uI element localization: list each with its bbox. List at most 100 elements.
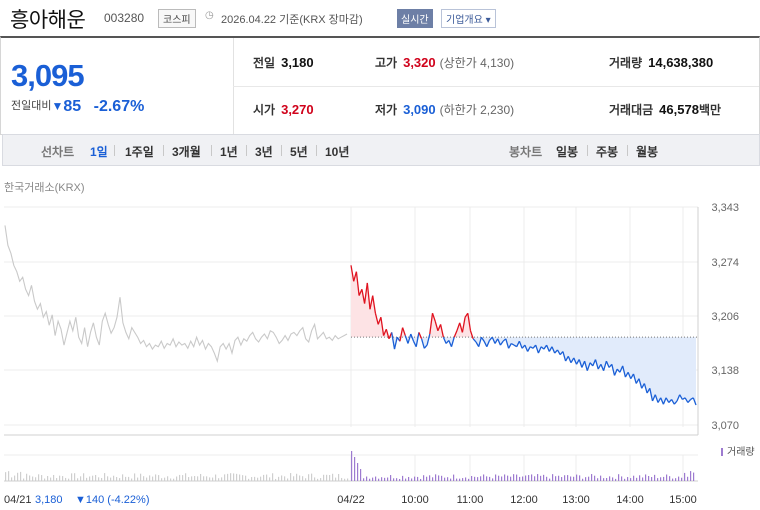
prev-volume-bar	[152, 476, 154, 481]
today-volume-bar	[495, 474, 497, 481]
today-line-segment	[442, 336, 447, 344]
prev-volume-bar	[59, 475, 61, 481]
today-volume-bar	[693, 472, 695, 481]
prev-volume-bar	[263, 474, 265, 481]
today-line-segment	[602, 360, 608, 371]
today-line-segment	[613, 368, 618, 376]
prev-volume-bar	[56, 478, 58, 481]
prev-volume-bar	[233, 473, 235, 481]
prev-volume-bar	[332, 473, 334, 481]
prev-volume-bar	[128, 476, 130, 481]
tab-monthly[interactable]: 월봉	[636, 145, 659, 159]
low-cell: 저가 3,090 (하한가 2,230)	[375, 102, 515, 117]
today-volume-bar	[663, 476, 665, 481]
today-line-segment	[556, 349, 561, 356]
today-volume-bar	[387, 477, 389, 481]
tab-5y[interactable]: 5년	[290, 145, 308, 159]
today-volume-bar	[417, 476, 419, 481]
prev-volume-bar	[173, 478, 175, 481]
today-volume-bar	[378, 478, 380, 481]
x-tick-label: 15:00	[669, 494, 697, 506]
today-volume-bar	[684, 472, 686, 481]
today-line-segment	[420, 338, 425, 349]
prev-volume-bar	[170, 478, 172, 481]
realtime-button[interactable]: 실시간	[397, 9, 433, 28]
today-volume-bar	[639, 475, 641, 481]
prev-volume-bar	[95, 474, 97, 481]
today-volume-bar	[444, 477, 446, 481]
today-volume-bar	[642, 477, 644, 481]
today-line-segment	[410, 333, 415, 342]
today-line-segment	[393, 337, 398, 350]
prev-volume-bar	[284, 476, 286, 481]
today-line-segment	[611, 364, 616, 376]
tab-1d[interactable]: 1일	[90, 145, 108, 159]
today-line-segment	[676, 394, 681, 402]
today-line-segment	[632, 373, 637, 384]
tab-3y[interactable]: 3년	[255, 145, 273, 159]
today-volume-bar	[585, 477, 587, 481]
volume-legend-label: 거래량	[727, 446, 755, 458]
change-percent: -2.67%	[93, 98, 145, 115]
today-volume-bar	[498, 475, 500, 481]
today-line-segment	[583, 360, 588, 371]
prev-volume-bar	[38, 474, 40, 481]
tab-1y[interactable]: 1년	[220, 145, 238, 159]
today-line-segment	[450, 337, 455, 347]
tab-1w[interactable]: 1주일	[125, 145, 154, 159]
prev-volume-bar	[107, 476, 109, 481]
tab-3m[interactable]: 3개월	[172, 145, 201, 159]
prev-volume-bar	[20, 471, 22, 481]
prev-volume-bar	[188, 477, 190, 481]
today-volume-bar	[369, 478, 371, 481]
today-volume-bar	[573, 476, 575, 481]
today-volume-bar	[480, 476, 482, 481]
today-volume-bar	[432, 477, 434, 481]
today-volume-bar	[681, 477, 683, 481]
today-volume-bar	[504, 474, 506, 481]
tab-daily[interactable]: 일봉	[556, 145, 579, 159]
today-line-segment	[467, 313, 472, 331]
prev-volume-bar	[296, 473, 298, 481]
tab-10y[interactable]: 10년	[325, 145, 350, 159]
today-line-segment	[358, 288, 363, 296]
chart-tab-bar: 선차트 1일 1주일 3개월 1년 3년 5년 10년 봉차트 일봉 주봉 월봉	[2, 134, 760, 166]
current-price: 3,095	[11, 58, 85, 93]
today-line-segment	[399, 327, 404, 342]
prev-volume-bar	[224, 474, 226, 481]
today-line-segment	[374, 313, 379, 325]
today-line-segment	[434, 321, 439, 331]
today-volume-bar	[666, 474, 668, 481]
prev-volume-bar	[230, 473, 232, 481]
y-tick-label: 3,070	[711, 420, 739, 432]
today-line-segment	[499, 340, 504, 346]
today-volume-bar	[654, 474, 656, 481]
today-line-segment	[518, 340, 523, 349]
prev-volume-bar	[293, 476, 295, 481]
down-arrow-icon: ▼	[51, 99, 64, 113]
prev-close-cell: 전일 3,180	[253, 55, 314, 70]
today-volume-bar	[465, 477, 467, 481]
today-line-segment	[363, 282, 368, 304]
today-line-segment	[622, 365, 627, 378]
prev-volume-bar	[65, 477, 67, 481]
today-line-segment	[372, 295, 377, 314]
prev-volume-bar	[161, 478, 163, 481]
today-volume-bar	[651, 477, 653, 481]
prev-volume-bar	[320, 478, 322, 481]
today-line-segment	[592, 359, 597, 367]
prev-volume-bar	[179, 474, 181, 481]
today-volume-bar	[441, 475, 443, 481]
prev-volume-bar	[137, 477, 139, 481]
tab-weekly[interactable]: 주봉	[596, 145, 619, 159]
x-tick-label: 10:00	[401, 494, 429, 506]
prev-volume-bar	[35, 477, 37, 481]
corp-info-dropdown[interactable]: 기업개요 ▾	[441, 9, 496, 28]
today-volume-bar	[576, 474, 578, 481]
today-volume-bar	[540, 475, 542, 481]
today-line-segment	[671, 399, 675, 405]
today-volume-bar	[393, 478, 395, 481]
today-volume-bar	[510, 476, 512, 481]
today-volume-bar	[423, 475, 425, 481]
